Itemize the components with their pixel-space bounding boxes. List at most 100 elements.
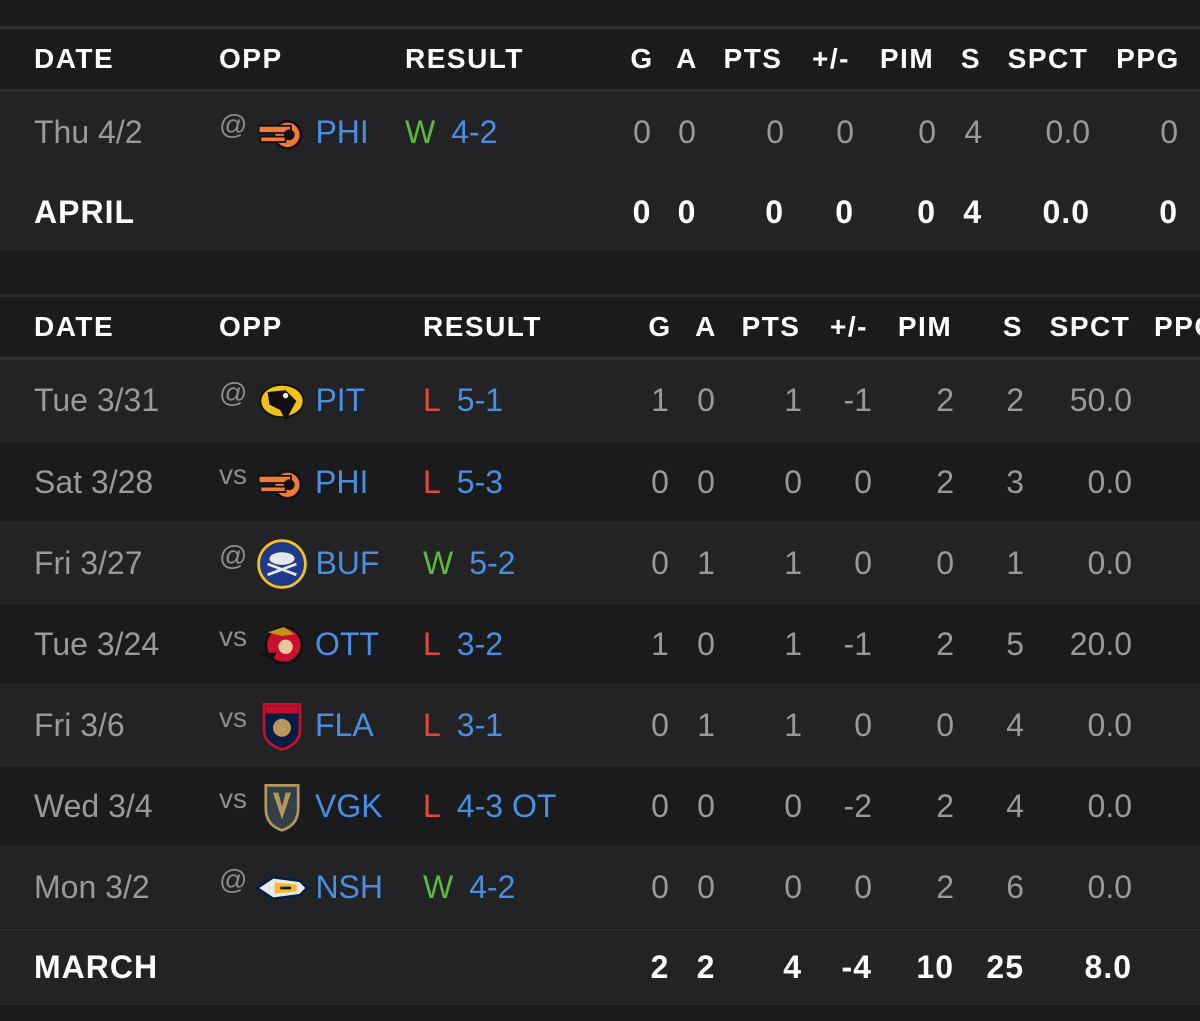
stat-a: 1 [697,707,715,743]
game-score-link[interactable]: 3-1 [456,707,504,743]
opponent-team-link[interactable]: BUF [315,545,380,581]
stat-a: 0 [697,382,715,418]
total-plus-minus: 0 [835,193,854,230]
table-row[interactable]: Tue 3/31 @ PIT L 5-1 1 0 1 -1 2 2 50.0 [0,360,1200,441]
result-cell: L 5-1 [423,360,503,441]
col-header-spct[interactable]: SPCT [1007,43,1089,74]
total-g: 0 [632,193,652,230]
table-row[interactable]: Fri 3/6 vs FLA L 3-1 0 1 1 0 0 4 0.0 [0,684,1200,766]
stat-plus-minus: 0 [854,707,872,743]
game-score-link[interactable]: 4-2 [469,869,516,905]
col-header-opp[interactable]: OPP [219,43,283,74]
col-header-pim[interactable]: PIM [897,311,953,342]
col-header-result[interactable]: RESULT [405,43,524,74]
opponent-team-link[interactable]: PHI [315,114,369,150]
total-a: 0 [677,193,697,230]
april-game-log-table: DATE OPP RESULT G A PTS +/- PIM S SPCT P… [0,26,1200,250]
stat-spct: 0.0 [1087,869,1132,905]
opponent-team-link[interactable]: VGK [315,788,383,824]
win-loss-indicator: L [423,626,441,662]
game-date: Fri 3/6 [34,707,125,743]
col-header-pts[interactable]: PTS [723,43,783,74]
result-cell: W 4-2 [423,847,515,928]
away-indicator: @ [219,539,248,571]
total-s: 4 [963,193,982,230]
opponent-cell: @ NSH [219,847,383,928]
table-row[interactable]: Tue 3/24 vs OTT L 3-2 1 0 1 -1 2 5 20.0 [0,603,1200,685]
opponent-team-link[interactable]: OTT [315,626,379,662]
opponent-team-link[interactable]: PIT [315,382,366,418]
stat-g: 1 [651,382,669,418]
game-score-link[interactable]: 5-2 [469,545,516,581]
game-score-link[interactable]: 3-2 [456,626,504,662]
game-score-link[interactable]: 4-2 [451,114,498,150]
col-header-ppg[interactable]: PPG [1154,311,1200,342]
stat-g: 0 [651,545,669,581]
total-a: 2 [696,948,716,985]
stat-pts: 1 [784,545,802,581]
col-header-g[interactable]: G [630,43,654,74]
stat-g: 0 [651,869,669,905]
win-loss-indicator: L [423,464,441,500]
col-header-pim[interactable]: PIM [879,43,935,74]
opponent-team-link[interactable]: NSH [315,869,383,905]
flyers-logo-icon [258,119,303,150]
opponent-cell: vs OTT [219,604,379,685]
stat-s: 1 [1006,545,1024,581]
stat-g: 1 [651,626,669,662]
stat-pim: 0 [936,545,954,581]
col-header-spct[interactable]: SPCT [1049,311,1131,342]
table-row[interactable]: Sat 3/28 vs PHI L 5-3 0 0 0 0 2 3 0.0 [0,441,1200,523]
month-total-row: APRIL 0 0 0 0 0 4 0.0 0 [0,174,1200,250]
stat-pts: 0 [784,788,802,824]
game-date: Thu 4/2 [34,114,143,150]
penguins-logo-icon [259,383,305,421]
opponent-cell: @ PHI [219,92,369,173]
col-header-g[interactable]: G [648,311,672,342]
result-cell: W 4-2 [405,92,497,173]
stat-ppg: 0 [1160,114,1178,150]
stat-spct: 0.0 [1087,464,1132,500]
stat-pts: 1 [784,707,802,743]
stat-g: 0 [651,707,669,743]
stat-plus-minus: 0 [854,545,872,581]
opponent-cell: @ PIT [219,360,365,441]
stat-s: 4 [964,114,982,150]
opponent-cell: @ BUF [219,523,379,604]
total-ppg: 0 [1159,193,1178,230]
col-header-opp[interactable]: OPP [219,311,283,342]
stat-spct: 50.0 [1069,382,1132,418]
game-score-link[interactable]: 5-1 [456,382,504,418]
stat-plus-minus: -2 [843,788,872,824]
col-header-s[interactable]: S [1002,311,1024,342]
col-header-a[interactable]: A [676,43,698,74]
table-row[interactable]: Mon 3/2 @ NSH W 4-2 0 0 0 0 2 6 0.0 [0,846,1200,928]
opponent-team-link[interactable]: FLA [315,707,374,743]
stat-pim: 2 [936,464,954,500]
stat-pim: 2 [936,869,954,905]
game-date: Tue 3/31 [34,382,160,418]
total-pim: 0 [917,193,936,230]
col-header-plus-minus[interactable]: +/- [830,311,868,342]
stat-spct: 20.0 [1069,626,1132,662]
table-row[interactable]: Wed 3/4 vs VGK L 4-3 OT 0 0 0 -2 2 4 0.0 [0,765,1200,847]
col-header-plus-minus[interactable]: +/- [812,43,850,74]
table-row[interactable]: Thu 4/2 @ PHI W 4-2 0 0 0 0 0 4 0.0 0 [0,92,1200,173]
col-header-result[interactable]: RESULT [423,311,542,342]
game-score-link[interactable]: 5-3 [456,464,504,500]
win-loss-indicator: L [423,788,441,824]
table-header: DATE OPP RESULT G A PTS +/- PIM S SPCT P… [0,26,1200,92]
panthers-logo-icon [262,702,302,751]
col-header-ppg[interactable]: PPG [1116,43,1180,74]
col-header-pts[interactable]: PTS [741,311,801,342]
table-row[interactable]: Fri 3/27 @ BUF W 5-2 0 1 1 0 0 1 0.0 [0,522,1200,604]
opponent-team-link[interactable]: PHI [315,464,369,500]
col-header-date[interactable]: DATE [34,43,115,74]
month-label: APRIL [34,193,135,230]
col-header-s[interactable]: S [960,43,982,74]
game-score-link[interactable]: 4-3 OT [456,788,557,824]
stat-a: 0 [697,869,715,905]
total-g: 2 [650,948,670,985]
col-header-date[interactable]: DATE [34,311,115,342]
col-header-a[interactable]: A [695,311,717,342]
